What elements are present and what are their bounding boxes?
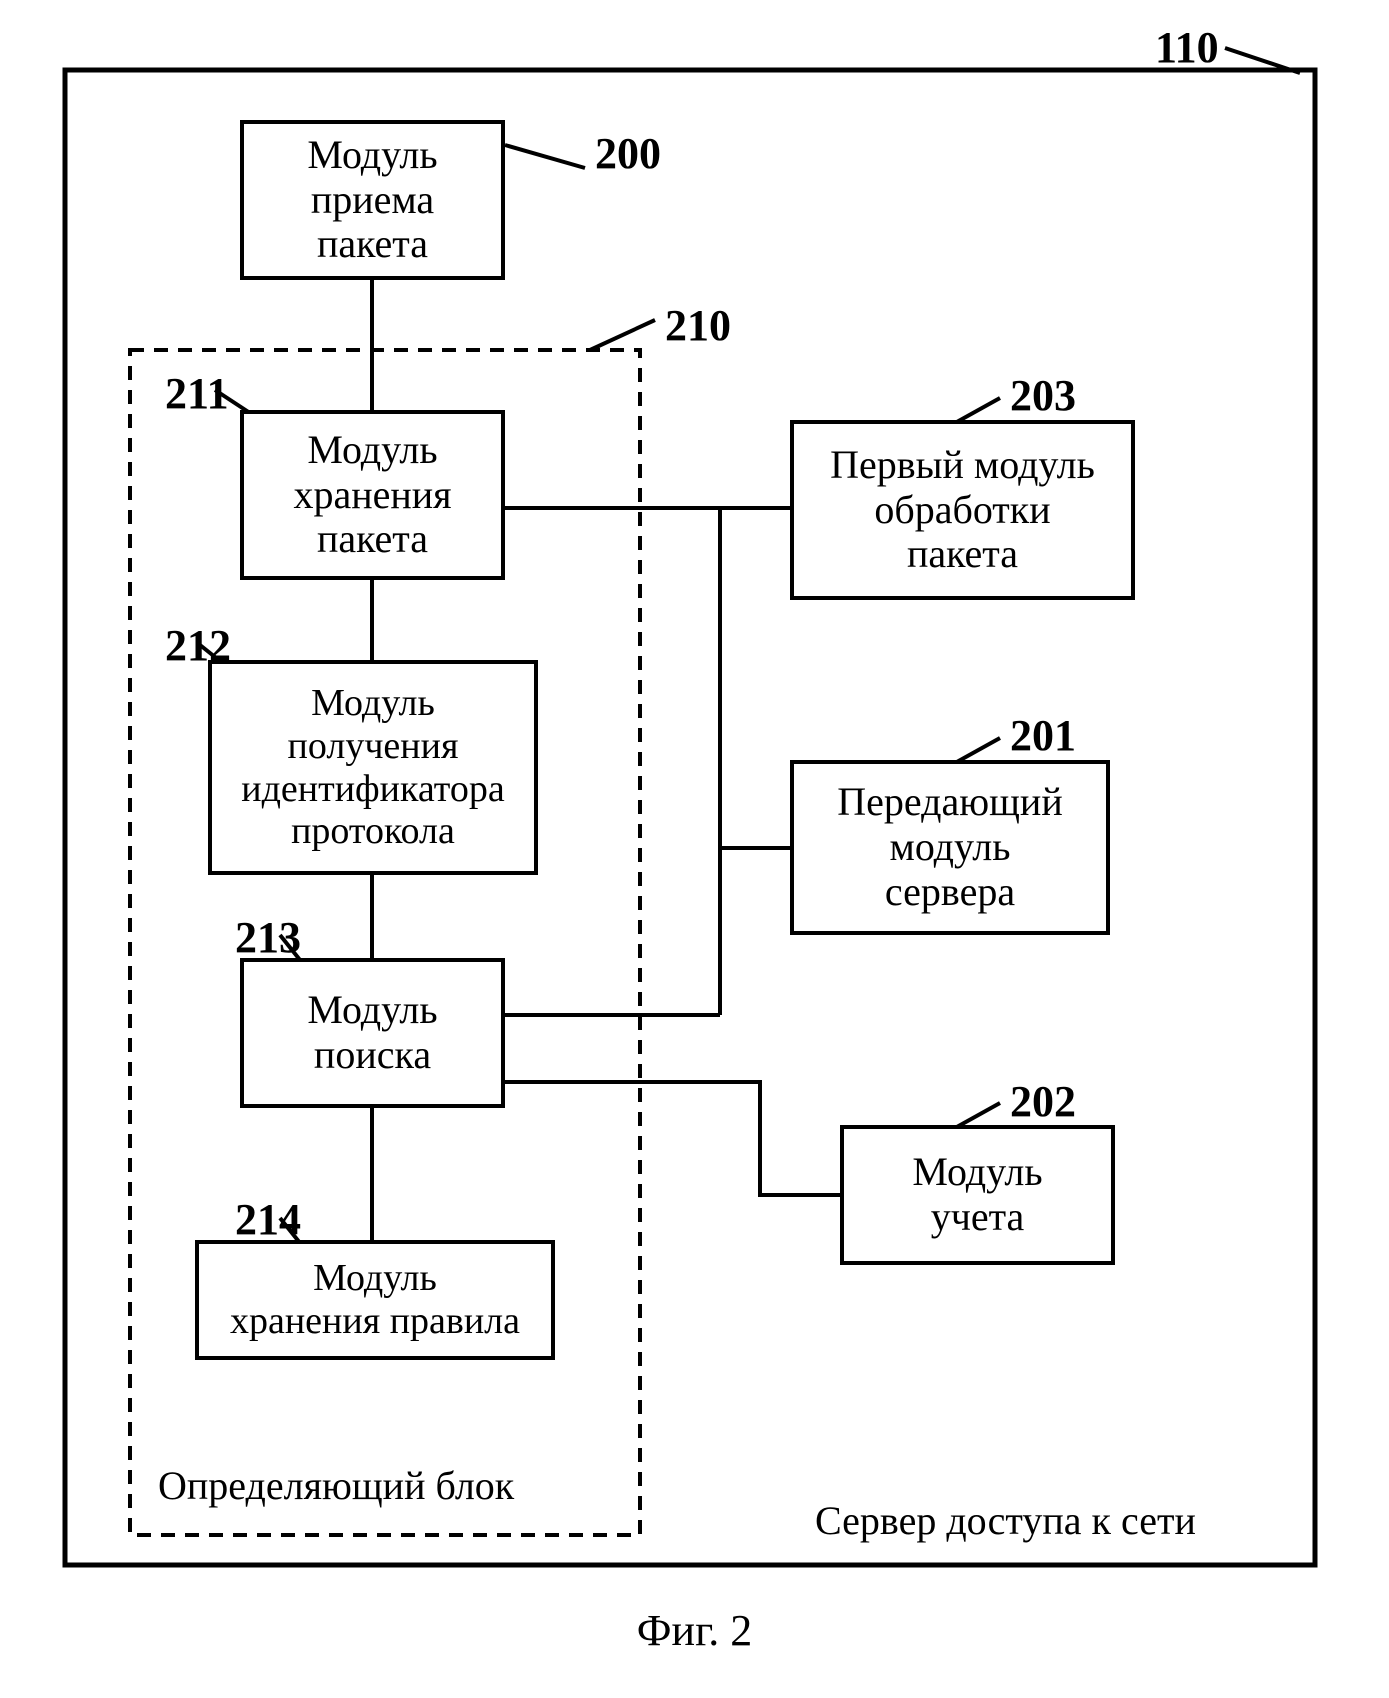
ref-110: 110 bbox=[1155, 22, 1219, 73]
inner-group-title: Определяющий блок bbox=[158, 1462, 514, 1509]
node-214: Модульхранения правила bbox=[195, 1240, 555, 1360]
node-200: Модульприемапакета bbox=[240, 120, 505, 280]
node-212-label: Модульполученияидентификаторапротокола bbox=[241, 682, 505, 852]
diagram-stage: Модульприемапакета Модульхраненияпакета … bbox=[0, 0, 1389, 1698]
node-202-label: Модульучета bbox=[912, 1150, 1042, 1240]
node-201: Передающиймодульсервера bbox=[790, 760, 1110, 935]
node-214-label: Модульхранения правила bbox=[230, 1257, 520, 1342]
outer-title: Сервер доступа к сети bbox=[815, 1497, 1196, 1544]
node-213-label: Модульпоиска bbox=[307, 988, 437, 1078]
ref-202: 202 bbox=[1010, 1076, 1076, 1127]
node-212: Модульполученияидентификаторапротокола bbox=[208, 660, 538, 875]
ref-211: 211 bbox=[165, 368, 229, 419]
node-201-label: Передающиймодульсервера bbox=[837, 780, 1062, 914]
node-213: Модульпоиска bbox=[240, 958, 505, 1108]
node-202: Модульучета bbox=[840, 1125, 1115, 1265]
ref-210: 210 bbox=[665, 300, 731, 351]
node-211: Модульхраненияпакета bbox=[240, 410, 505, 580]
figure-caption: Фиг. 2 bbox=[0, 1605, 1389, 1656]
ref-201: 201 bbox=[1010, 710, 1076, 761]
ref-200: 200 bbox=[595, 128, 661, 179]
ref-213: 213 bbox=[235, 912, 301, 963]
leader-200 bbox=[505, 145, 585, 168]
ref-212: 212 bbox=[165, 620, 231, 671]
conn-213-202 bbox=[505, 1082, 840, 1195]
node-203-label: Первый модульобработкипакета bbox=[830, 443, 1095, 577]
ref-203: 203 bbox=[1010, 370, 1076, 421]
leader-210 bbox=[590, 320, 655, 350]
node-200-label: Модульприемапакета bbox=[307, 133, 437, 267]
node-211-label: Модульхраненияпакета bbox=[293, 428, 451, 562]
node-203: Первый модульобработкипакета bbox=[790, 420, 1135, 600]
ref-214: 214 bbox=[235, 1194, 301, 1245]
